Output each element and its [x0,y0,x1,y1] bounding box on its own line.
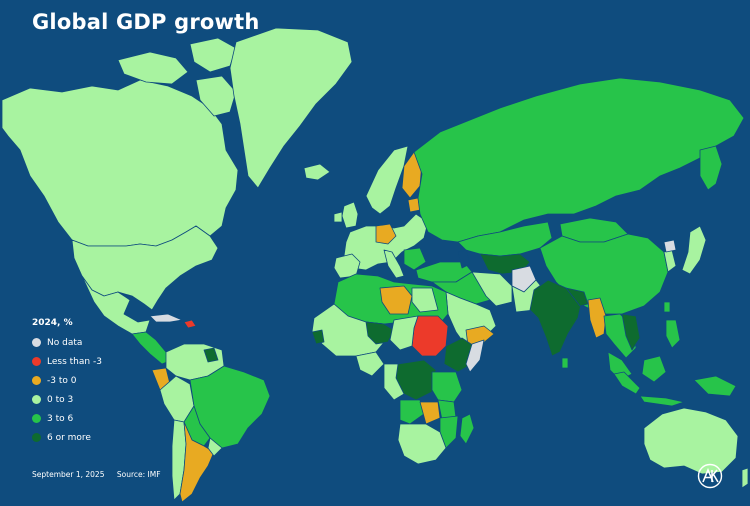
region-balkans [403,247,427,271]
region-mozambique [439,415,459,449]
region-new-zealand [741,467,749,489]
region-japan [681,225,707,275]
region-zambia [419,401,441,425]
region-kazakhstan [457,221,553,257]
region-sumatra [613,371,641,395]
region-alaska-canada [1,79,239,247]
region-angola [399,399,425,425]
region-ireland [333,211,343,223]
region-congo [383,363,405,401]
region-uruguay [207,437,223,457]
legend-swatch [32,357,41,366]
legend-item-minus-3-to-0: -3 to 0 [32,371,102,390]
region-sri-lanka [561,357,569,369]
region-italy [383,249,405,279]
legend: 2024, % No data Less than -3 -3 to 0 0 t… [32,318,102,447]
region-north-korea [663,239,677,253]
region-uk [341,201,359,229]
legend-item-6-or-more: 6 or more [32,428,102,447]
legend-label: 3 to 6 [47,413,74,424]
legend-item-no-data: No data [32,333,102,352]
region-senegal [311,329,325,345]
legend-title: 2024, % [32,318,73,328]
region-arctic-islands-2 [189,37,237,73]
region-baffin [195,75,237,117]
region-hispaniola [183,319,197,329]
region-arctic-islands [117,51,189,85]
region-russia [413,77,745,243]
region-somalia [465,339,485,373]
region-borneo [641,355,667,383]
page-title: Global GDP growth [32,10,260,34]
region-sudan [411,315,449,357]
region-cuba [149,313,183,323]
legend-swatch [32,338,41,347]
region-germany-austria [375,223,397,245]
footer-date: September 1, 2025 [32,470,105,479]
region-mali-niger [365,321,395,345]
legend-item-3-to-6: 3 to 6 [32,409,102,428]
region-india [529,279,583,357]
region-caspian [457,249,471,269]
region-russia-east [699,145,723,191]
footer-source: Source: IMF [116,470,161,479]
region-guianas [203,347,219,363]
region-iceland [303,163,331,181]
region-norway-sweden [365,145,409,215]
legend-swatch [32,395,41,404]
region-southern-africa [397,423,447,465]
region-chad [389,315,419,351]
legend-swatch [32,376,41,385]
legend-item-0-to-3: 0 to 3 [32,390,102,409]
legend-label: -3 to 0 [47,375,77,386]
legend-item-less-than-minus-3: Less than -3 [32,352,102,371]
region-nigeria [355,351,385,377]
region-east-africa [431,371,463,403]
region-taiwan [663,301,671,313]
region-argentina [179,421,215,503]
legend-label: 0 to 3 [47,394,74,405]
region-mexico [81,275,151,335]
footer: September 1, 2025 Source: IMF [32,470,171,479]
agency-logo-icon [697,463,723,489]
legend-swatch [32,414,41,423]
region-iran [471,271,513,307]
legend-label: Less than -3 [47,356,102,367]
legend-label: No data [47,337,83,348]
region-greenland [229,27,353,189]
region-vietnam [621,313,641,351]
region-madagascar [459,413,475,445]
region-myanmar [587,297,607,339]
legend-label: 6 or more [47,432,91,443]
region-philippines [665,319,681,349]
region-new-guinea [693,375,737,397]
region-libya [379,285,413,315]
region-java [639,395,685,407]
legend-swatch [32,433,41,442]
region-egypt [411,287,439,313]
region-australia [643,407,739,475]
